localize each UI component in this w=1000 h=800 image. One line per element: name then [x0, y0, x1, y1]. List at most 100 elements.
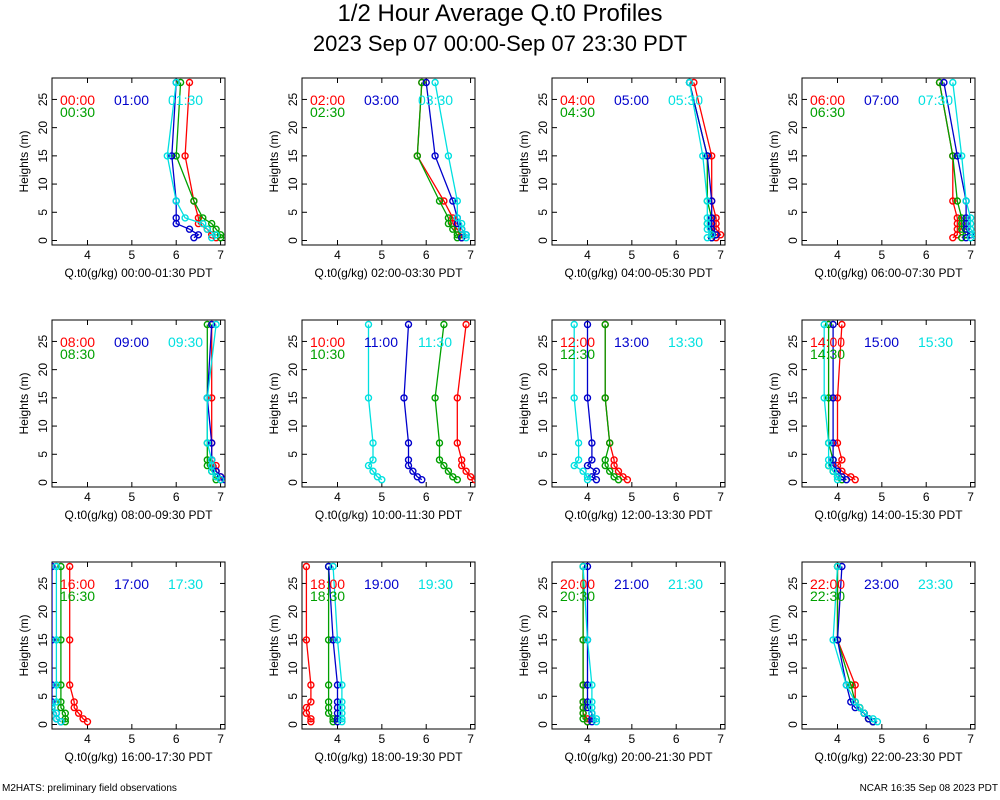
y-axis-label: Heights (m)	[517, 614, 531, 676]
data-point	[466, 473, 475, 481]
y-tick-label: 10	[786, 177, 800, 191]
data-point	[579, 681, 587, 689]
data-point	[570, 320, 578, 329]
data-point	[449, 473, 457, 481]
legend-label: 18:30	[310, 588, 345, 604]
data-point	[185, 225, 194, 233]
data-point	[57, 562, 65, 571]
data-point	[207, 456, 216, 464]
y-tick-label: 20	[786, 363, 800, 377]
data-point	[842, 681, 851, 689]
data-point	[329, 636, 337, 644]
y-tick-label: 5	[786, 209, 800, 216]
footer-timestamp: NCAR 16:35 Sep 08 2023 PDT	[859, 783, 998, 794]
plot-frame	[551, 561, 726, 730]
data-point	[953, 214, 961, 222]
legend-label: 11:00	[364, 334, 398, 350]
y-tick-label: 15	[786, 149, 800, 163]
legend-label: 06:00	[810, 92, 845, 108]
y-tick-label: 0	[786, 479, 800, 486]
y-tick-label: 10	[36, 177, 50, 191]
data-point	[61, 709, 70, 717]
data-point	[703, 152, 711, 160]
y-tick-label: 5	[536, 209, 550, 216]
data-point	[422, 78, 430, 87]
x-tick-label: 4	[84, 732, 91, 746]
data-point	[601, 394, 609, 402]
data-point	[583, 562, 592, 571]
x-tick-label: 7	[967, 248, 974, 262]
x-tick-label: 4	[834, 732, 841, 746]
y-axis-label: Heights (m)	[767, 372, 781, 434]
x-tick-label: 6	[423, 490, 430, 504]
legend-label: 16:00	[60, 576, 95, 592]
x-axis-label: Q.t0(g/kg) 10:00-11:30 PDT	[315, 508, 463, 522]
y-tick-label: 5	[286, 451, 300, 458]
y-tick-label: 0	[286, 721, 300, 728]
y-tick-label: 25	[36, 92, 50, 106]
data-point	[592, 715, 601, 723]
y-tick-label: 0	[536, 237, 550, 244]
y-tick-label: 5	[786, 451, 800, 458]
y-tick-label: 5	[36, 451, 50, 458]
data-point	[207, 320, 216, 329]
data-point	[588, 698, 596, 706]
legend-label: 10:00	[310, 334, 345, 350]
x-axis-label: Q.t0(g/kg) 08:00-09:30 PDT	[64, 508, 213, 522]
data-point	[203, 456, 212, 464]
y-tick-label: 5	[36, 209, 50, 216]
legend-label: 10:30	[310, 346, 345, 362]
y-tick-label: 10	[536, 661, 550, 675]
y-tick-label: 25	[786, 576, 800, 590]
data-point	[453, 439, 461, 447]
y-tick-label: 15	[286, 149, 300, 163]
x-axis-label: Q.t0(g/kg) 18:00-19:30 PDT	[314, 750, 463, 764]
data-point	[449, 214, 457, 222]
data-point	[958, 152, 966, 160]
y-tick-label: 10	[286, 419, 300, 433]
data-point	[833, 394, 842, 402]
data-point	[52, 698, 61, 706]
x-tick-label: 7	[217, 732, 224, 746]
y-tick-label: 15	[286, 391, 300, 405]
data-point	[820, 394, 828, 402]
x-tick-label: 5	[129, 732, 136, 746]
data-point	[440, 320, 448, 329]
data-point	[949, 78, 957, 87]
y-tick-label: 20	[786, 121, 800, 135]
data-point	[449, 197, 457, 205]
data-point	[52, 681, 56, 689]
x-tick-label: 5	[129, 248, 136, 262]
data-point	[574, 439, 583, 447]
legend-label: 11:30	[418, 334, 452, 350]
legend-label: 20:30	[560, 588, 595, 604]
plot-frame	[51, 319, 226, 488]
data-point	[453, 214, 461, 222]
series-line	[175, 82, 222, 238]
legend-label: 13:30	[668, 334, 703, 350]
legend-label: 15:30	[918, 334, 953, 350]
data-point	[829, 439, 837, 447]
data-point	[847, 681, 855, 689]
legend-label: 00:30	[60, 104, 95, 120]
data-point	[820, 320, 828, 329]
data-point	[404, 456, 413, 464]
legend-label: 08:30	[60, 346, 95, 362]
data-point	[369, 439, 377, 447]
profile-panel: 4 5 6 7 0 5 10 15 20 25 Heights (m) Q.t0(g/kg) 16:0…	[17, 561, 226, 764]
x-tick-label: 6	[673, 490, 680, 504]
data-point	[869, 715, 877, 723]
y-tick-label: 0	[36, 721, 50, 728]
data-point	[966, 214, 975, 222]
data-point	[583, 461, 592, 470]
x-tick-label: 6	[923, 248, 930, 262]
data-point	[829, 467, 837, 475]
plot-frame	[51, 77, 226, 246]
x-tick-label: 4	[334, 248, 341, 262]
data-point	[614, 467, 623, 475]
y-axis-label: Heights (m)	[267, 614, 281, 676]
y-tick-label: 25	[36, 576, 50, 590]
data-point	[824, 394, 833, 402]
x-tick-label: 6	[923, 732, 930, 746]
y-tick-label: 10	[36, 419, 50, 433]
